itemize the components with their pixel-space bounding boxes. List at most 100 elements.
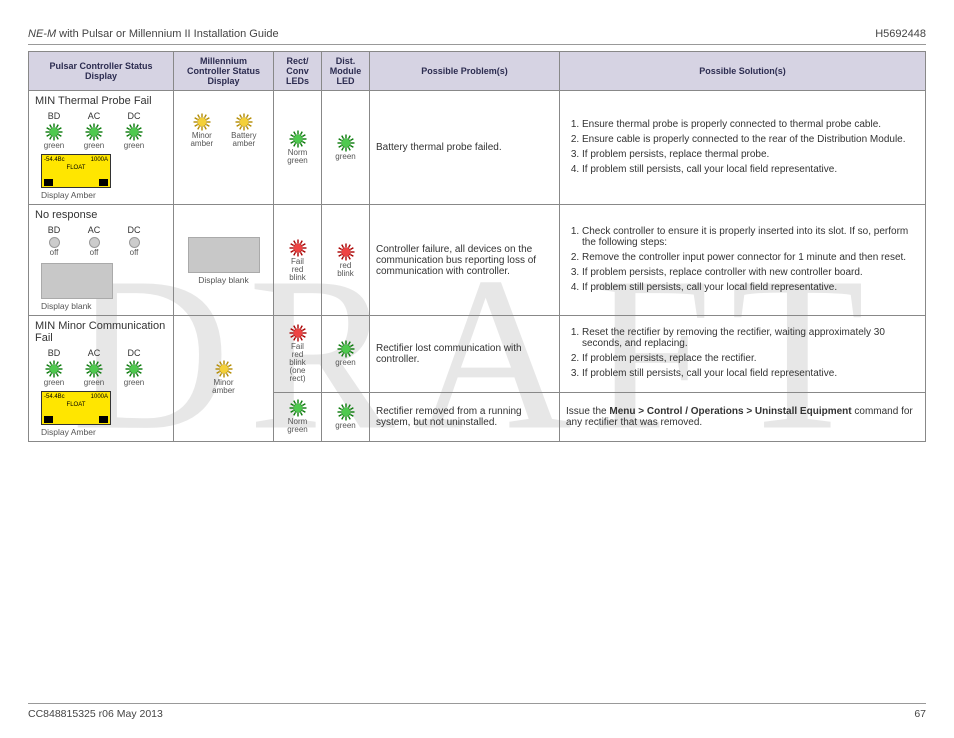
problem-cell: Battery thermal probe failed. bbox=[370, 91, 560, 205]
solution-item: If problem still persists, call your loc… bbox=[582, 164, 919, 175]
header-title-rest: with Pulsar or Millennium II Installatio… bbox=[56, 28, 279, 40]
dist-cell: green bbox=[322, 91, 370, 205]
rect-cell: Normgreen bbox=[274, 91, 322, 205]
led-label: Normgreen bbox=[287, 418, 307, 434]
row-title: MIN Thermal Probe Fail bbox=[35, 95, 167, 107]
solution-item: If problem still persists, call your loc… bbox=[582, 282, 919, 293]
pulsar-display-blank bbox=[41, 263, 113, 299]
pulsar-display-amber: -54.4Bc1000A FLOAT bbox=[41, 154, 111, 188]
led-label: green bbox=[84, 142, 104, 150]
led-col: AC off bbox=[81, 225, 107, 257]
led-label: green bbox=[44, 379, 64, 387]
rect-cell: Failredblink bbox=[274, 205, 322, 316]
led-green-icon bbox=[45, 360, 63, 378]
solution-item: Reset the rectifier by removing the rect… bbox=[582, 327, 919, 349]
footer-pagenum: 67 bbox=[914, 708, 926, 720]
led-label: green bbox=[335, 359, 355, 367]
led-green-icon bbox=[337, 134, 355, 152]
led-label: Normgreen bbox=[287, 149, 307, 165]
led-green-icon bbox=[289, 130, 307, 148]
solution-item: If problem persists, replace controller … bbox=[582, 267, 919, 278]
th-millennium: Millennium Controller Status Display bbox=[174, 52, 274, 91]
solution-item: If problem still persists, call your loc… bbox=[582, 368, 919, 379]
pulsar-cell: MIN Thermal Probe Fail BD green AC green… bbox=[29, 91, 174, 205]
header-product: NE-M bbox=[28, 28, 56, 40]
led-green-icon bbox=[85, 123, 103, 141]
single-led: Failredblink bbox=[280, 239, 315, 282]
led-amber-icon bbox=[215, 360, 233, 378]
th-rect: Rect/ Conv LEDs bbox=[274, 52, 322, 91]
page-footer: CC848815325 r06 May 2013 67 bbox=[28, 703, 926, 720]
footer-left: CC848815325 r06 May 2013 bbox=[28, 708, 163, 720]
single-led: Minoramber bbox=[212, 360, 235, 395]
th-solution: Possible Solution(s) bbox=[560, 52, 926, 91]
single-led: Batteryamber bbox=[231, 113, 256, 148]
single-led: redblink bbox=[328, 243, 363, 278]
led-label: Minoramber bbox=[190, 132, 213, 148]
solution-item: Check controller to ensure it is properl… bbox=[582, 226, 919, 248]
led-header: DC bbox=[128, 225, 141, 235]
led-header: DC bbox=[128, 348, 141, 358]
led-col: BD off bbox=[41, 225, 67, 257]
led-header: DC bbox=[128, 111, 141, 121]
led-red-icon bbox=[337, 243, 355, 261]
led-off-icon bbox=[129, 237, 140, 248]
single-led: green bbox=[328, 403, 363, 430]
led-label: off bbox=[50, 249, 59, 257]
led-amber-icon bbox=[193, 113, 211, 131]
pulsar-cell: No response BD off AC off DC off Display… bbox=[29, 205, 174, 316]
led-label: green bbox=[124, 379, 144, 387]
led-green-icon bbox=[85, 360, 103, 378]
solution-item: Ensure thermal probe is properly connect… bbox=[582, 119, 919, 130]
led-label: green bbox=[44, 142, 64, 150]
table-row: MIN Thermal Probe Fail BD green AC green… bbox=[29, 91, 926, 205]
led-red-icon bbox=[289, 324, 307, 342]
table-row: No response BD off AC off DC off Display… bbox=[29, 205, 926, 316]
solution-item: Remove the controller input power connec… bbox=[582, 252, 919, 263]
led-col: AC green bbox=[81, 348, 107, 387]
single-led: green bbox=[328, 340, 363, 367]
led-off-icon bbox=[89, 237, 100, 248]
page-header: NE-M with Pulsar or Millennium II Instal… bbox=[28, 28, 926, 45]
led-header: AC bbox=[88, 225, 101, 235]
led-label: Failredblink bbox=[289, 258, 305, 282]
display-caption: Display blank bbox=[180, 275, 267, 285]
dist-cell: green bbox=[322, 316, 370, 393]
led-green-icon bbox=[125, 360, 143, 378]
led-off-icon bbox=[49, 237, 60, 248]
troubleshooting-table: Pulsar Controller Status Display Millenn… bbox=[28, 51, 926, 442]
led-row: BD green AC green DC green bbox=[41, 348, 167, 387]
solution-item: If problem persists, replace thermal pro… bbox=[582, 149, 919, 160]
solution-item: Ensure cable is properly connected to th… bbox=[582, 134, 919, 145]
th-problem: Possible Problem(s) bbox=[370, 52, 560, 91]
display-caption: Display Amber bbox=[41, 427, 167, 437]
row-title: MIN Minor Communication Fail bbox=[35, 320, 167, 344]
problem-cell: Rectifier removed from a running system,… bbox=[370, 392, 560, 442]
problem-cell: Rectifier lost communication with contro… bbox=[370, 316, 560, 393]
led-row: BD off AC off DC off bbox=[41, 225, 167, 257]
led-label: green bbox=[84, 379, 104, 387]
led-header: BD bbox=[48, 225, 61, 235]
led-label: green bbox=[124, 142, 144, 150]
led-col: BD green bbox=[41, 348, 67, 387]
header-docnum: H5692448 bbox=[875, 28, 926, 40]
led-label: green bbox=[335, 153, 355, 161]
th-pulsar: Pulsar Controller Status Display bbox=[29, 52, 174, 91]
th-dist: Dist. Module LED bbox=[322, 52, 370, 91]
led-col: BD green bbox=[41, 111, 67, 150]
led-red-icon bbox=[289, 239, 307, 257]
display-caption: Display Amber bbox=[41, 190, 167, 200]
led-label: Failredblink(onerect) bbox=[289, 343, 305, 383]
solution-cell: Reset the rectifier by removing the rect… bbox=[560, 316, 926, 393]
display-caption: Display blank bbox=[41, 301, 167, 311]
solution-cell: Ensure thermal probe is properly connect… bbox=[560, 91, 926, 205]
led-header: AC bbox=[88, 348, 101, 358]
dist-cell: redblink bbox=[322, 205, 370, 316]
table-header-row: Pulsar Controller Status Display Millenn… bbox=[29, 52, 926, 91]
led-green-icon bbox=[337, 403, 355, 421]
solution-cell: Check controller to ensure it is properl… bbox=[560, 205, 926, 316]
millennium-display-blank bbox=[188, 237, 260, 273]
header-left: NE-M with Pulsar or Millennium II Instal… bbox=[28, 28, 279, 40]
led-green-icon bbox=[45, 123, 63, 141]
led-green-icon bbox=[337, 340, 355, 358]
